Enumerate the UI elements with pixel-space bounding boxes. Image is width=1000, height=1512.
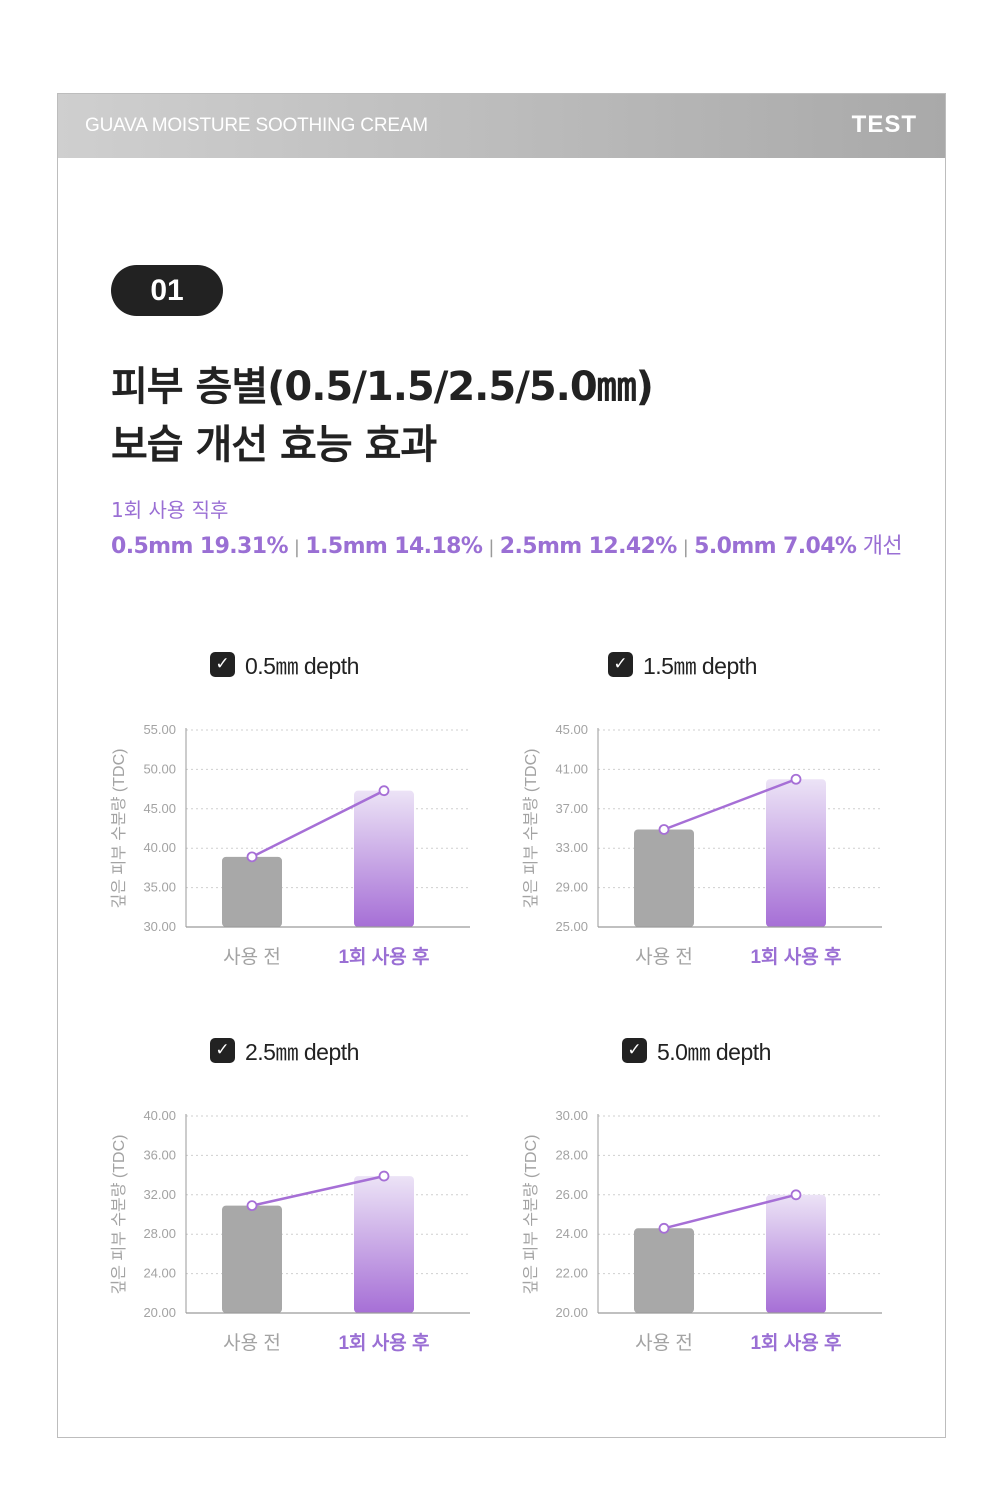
y-tick-label: 36.00 (143, 1147, 176, 1162)
separator: | (682, 537, 689, 558)
chart-5-0mm: ✓ 5.0㎜ depth 30.00 28.00 26.00 24.00 22.00 20… (512, 1033, 912, 1373)
x-category-label: 1회 사용 후 (750, 1332, 841, 1354)
y-tick-label: 41.00 (555, 761, 588, 776)
chart-svg: 30.00 28.00 26.00 24.00 22.00 20.00 깊은 피부 수분량 … (522, 1108, 882, 1354)
y-axis-label: 깊은 피부 수분량 (TDC) (522, 749, 540, 909)
checkbox-icon: ✓ (210, 1037, 235, 1063)
title-line-1: 피부 층별(0.5/1.5/2.5/5.0㎜) (111, 364, 654, 410)
improvement-summary: 0.5mm 19.31% | 1.5mm 14.18% | 2.5mm 12.42% | 5… (111, 528, 903, 560)
y-tick-label: 20.00 (143, 1305, 176, 1320)
improvement-suffix: 개선 (862, 534, 903, 559)
chart-svg: 40.00 36.00 32.00 28.00 24.00 20.00 깊은 피부 수분량 … (110, 1108, 470, 1354)
x-category-label: 1회 사용 후 (338, 1332, 429, 1354)
chart-svg: 45.00 41.00 37.00 33.00 29.00 25.00 깊은 피부 수분량 … (522, 722, 882, 968)
data-point (246, 851, 258, 863)
chart-title: 0.5㎜ depth (245, 653, 359, 679)
bar-before (634, 1228, 694, 1313)
data-point (246, 1200, 258, 1212)
trend-line (663, 778, 797, 831)
title-line-2: 보습 개선 효능 효과 (111, 422, 437, 468)
chart-header: ✓ 0.5㎜ depth (210, 647, 359, 681)
section-number-badge: 01 (111, 265, 223, 316)
result-card: GUAVA MOISTURE SOOTHING CREAM TEST (57, 93, 946, 1438)
chart-title: 1.5㎜ depth (643, 653, 757, 679)
y-tick-label: 29.00 (555, 880, 588, 895)
y-tick-label: 55.00 (143, 722, 176, 737)
bar-after (354, 790, 414, 927)
y-tick-label: 24.00 (143, 1266, 176, 1281)
y-tick-label: 28.00 (143, 1226, 176, 1241)
y-tick-label: 22.00 (555, 1266, 588, 1281)
y-tick-label: 37.00 (555, 801, 588, 816)
data-point (378, 1170, 390, 1182)
chart-header: ✓ 5.0㎜ depth (622, 1033, 771, 1067)
timing-note: 1회 사용 직후 (111, 498, 229, 522)
data-point (658, 824, 670, 835)
chart-title: 2.5㎜ depth (245, 1039, 359, 1065)
result-0-5mm: 0.5mm 19.31% (111, 534, 289, 559)
y-tick-label: 35.00 (143, 880, 176, 895)
chart-1-5mm: ✓ 1.5㎜ depth 45.00 41.00 37.00 33.00 29.00 25… (512, 647, 912, 987)
y-tick-label: 25.00 (555, 919, 588, 934)
separator: | (488, 537, 494, 558)
y-tick-label: 45.00 (555, 722, 588, 737)
bar-after (354, 1176, 414, 1313)
y-tick-label: 24.00 (555, 1226, 588, 1241)
y-tick-label: 30.00 (143, 919, 176, 934)
bar-after (766, 1194, 826, 1313)
checkbox-icon: ✓ (622, 1037, 647, 1063)
trend-line (663, 1193, 797, 1230)
y-axis-label: 깊은 피부 수분량 (TDC) (522, 1135, 540, 1295)
data-point (378, 785, 390, 797)
chart-2-5mm: ✓ 2.5㎜ depth 40.00 36.00 32.00 28.00 24.00 20… (100, 1033, 500, 1373)
bar-after (766, 779, 826, 927)
x-category-label: 1회 사용 후 (750, 946, 841, 968)
x-category-label: 사용 전 (635, 1332, 693, 1354)
y-axis-label: 깊은 피부 수분량 (TDC) (110, 749, 128, 909)
header-tag: TEST (851, 111, 917, 138)
x-category-label: 사용 전 (223, 946, 281, 968)
y-tick-label: 40.00 (143, 840, 176, 855)
y-tick-label: 40.00 (143, 1108, 176, 1123)
bar-before (222, 1205, 282, 1313)
checkbox-icon: ✓ (210, 651, 235, 677)
x-category-label: 1회 사용 후 (338, 946, 429, 968)
checkbox-icon: ✓ (608, 651, 633, 677)
chart-title: 5.0㎜ depth (657, 1039, 771, 1065)
y-tick-label: 45.00 (143, 801, 176, 816)
product-name: GUAVA MOISTURE SOOTHING CREAM (85, 115, 428, 136)
page-title: 피부 층별(0.5/1.5/2.5/5.0㎜) 보습 개선 효능 효과 (111, 358, 911, 474)
result-2-5mm: 2.5mm 12.42% (499, 534, 678, 559)
header-bar: GUAVA MOISTURE SOOTHING CREAM TEST (58, 94, 945, 158)
trend-line (251, 1174, 385, 1207)
y-tick-label: 32.00 (143, 1187, 176, 1202)
bar-before (222, 856, 282, 927)
data-point (790, 1189, 802, 1201)
chart-svg: 55.00 50.00 45.00 40.00 35.00 30.00 깊은 피부 수분량 … (110, 722, 470, 968)
y-tick-label: 33.00 (555, 840, 588, 855)
bar-before (634, 829, 694, 927)
data-point (790, 773, 802, 785)
y-tick-label: 50.00 (143, 761, 176, 776)
chart-header: ✓ 2.5㎜ depth (210, 1033, 359, 1067)
separator: | (293, 537, 300, 558)
chart-0-5mm: ✓ 0.5㎜ depth 55.00 50.00 45.00 40.00 35.00 30… (100, 647, 500, 987)
data-point (658, 1222, 670, 1234)
chart-header: ✓ 1.5㎜ depth (608, 647, 757, 681)
y-tick-label: 20.00 (555, 1305, 588, 1320)
result-5-0mm: 5.0mm 7.04% (694, 534, 857, 559)
x-category-label: 사용 전 (223, 1332, 281, 1354)
trend-line (251, 789, 385, 858)
x-category-label: 사용 전 (635, 946, 693, 968)
result-1-5mm: 1.5mm 14.18% (305, 534, 483, 559)
y-tick-label: 30.00 (555, 1108, 588, 1123)
y-axis-label: 깊은 피부 수분량 (TDC) (110, 1135, 128, 1295)
y-tick-label: 28.00 (555, 1147, 588, 1162)
y-tick-label: 26.00 (555, 1187, 588, 1202)
